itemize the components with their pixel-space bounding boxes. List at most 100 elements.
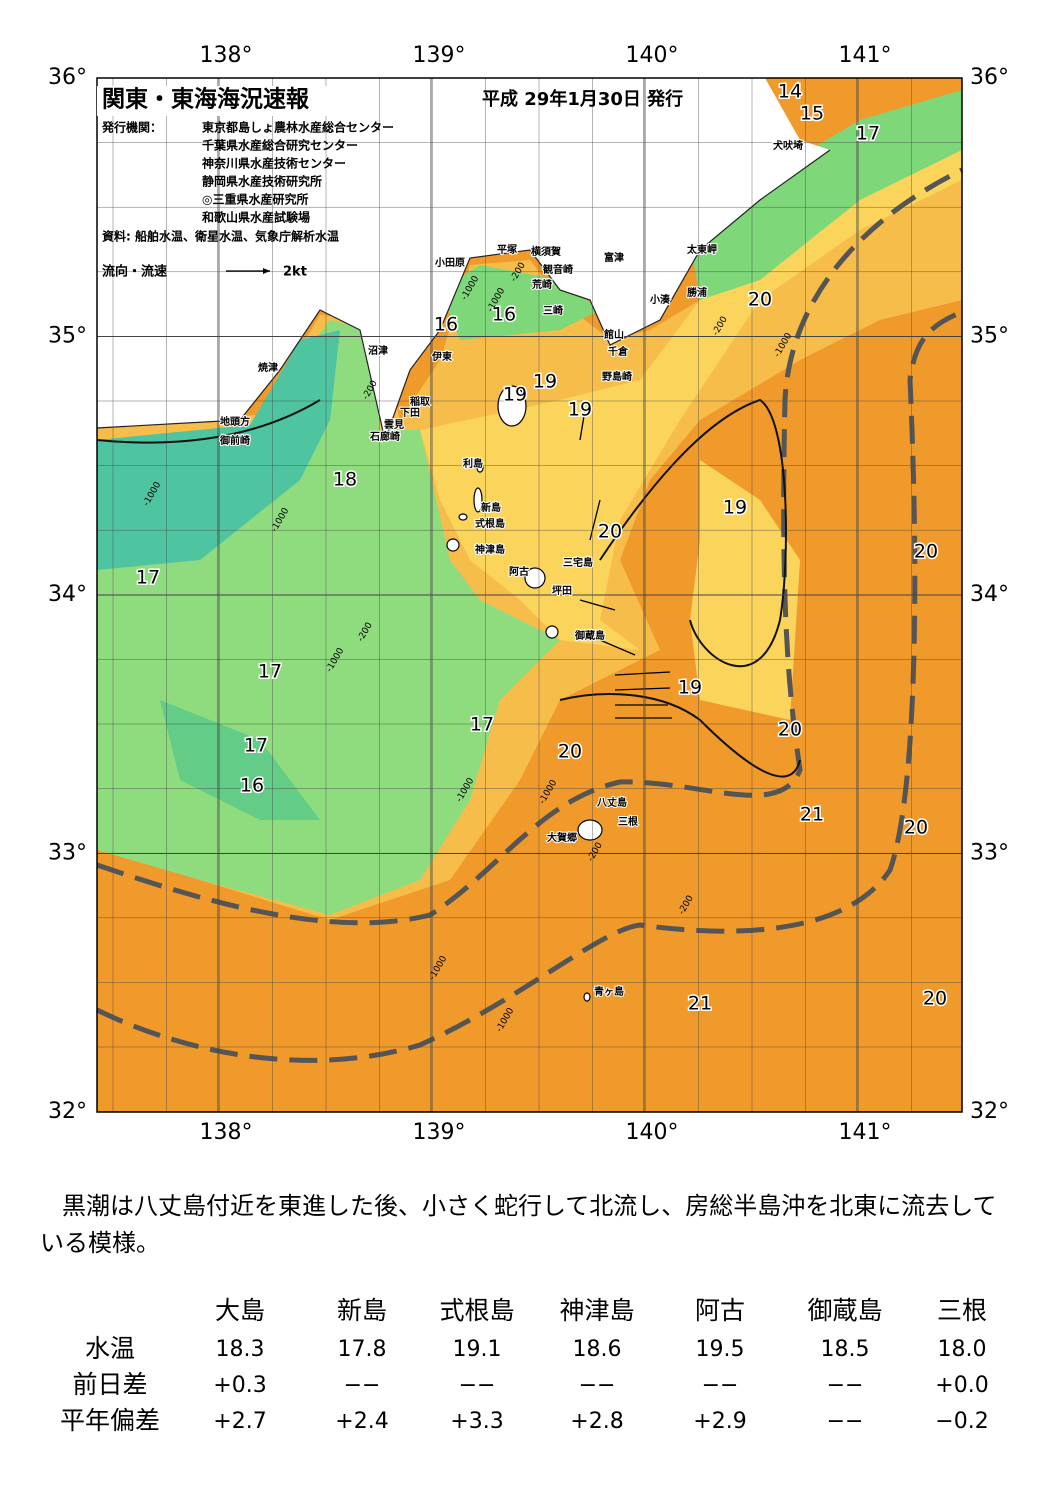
cell: +3.3 xyxy=(450,1409,503,1434)
cell: +2.9 xyxy=(693,1409,746,1434)
place-name: 伊東 xyxy=(431,350,452,363)
temperature-label: 17 xyxy=(470,714,494,736)
place-name: 三根 xyxy=(618,815,638,828)
island xyxy=(497,385,527,427)
isotherms xyxy=(96,398,801,778)
lon-label: 141° xyxy=(839,43,892,68)
issue-date: 平成 29年1月30日 発行 xyxy=(482,88,683,110)
column-header: 神津島 xyxy=(559,1296,634,1325)
lon-label: 139° xyxy=(413,1120,466,1145)
place-name: 千倉 xyxy=(608,345,629,358)
current-arrow xyxy=(579,599,616,611)
temperature-label: 15 xyxy=(800,103,824,125)
lat-label: 33° xyxy=(970,841,1009,866)
place-name: 小田原 xyxy=(434,256,465,269)
current-arrow xyxy=(614,687,671,691)
temperature-label: 20 xyxy=(904,817,928,839)
row-label: 前日差 xyxy=(72,1370,147,1399)
place-name: 平塚 xyxy=(497,243,517,256)
place-name: 青ヶ島 xyxy=(594,985,624,998)
cell: −0.2 xyxy=(935,1409,988,1434)
cell: +0.0 xyxy=(935,1373,988,1398)
cell: −− xyxy=(344,1373,381,1398)
issuer: 千葉県水産総合研究センター xyxy=(202,138,358,153)
title: 関東・東海海況速報 xyxy=(102,86,310,113)
place-name: 雲見 xyxy=(384,419,404,431)
lat-label: 32° xyxy=(48,1099,87,1124)
temperature-label: 21 xyxy=(688,993,712,1015)
issuer: 和歌山県水産試験場 xyxy=(201,210,310,225)
temperature-label: 21 xyxy=(800,804,824,826)
temperature-label: 19 xyxy=(503,384,527,406)
lat-label: 33° xyxy=(48,841,87,866)
issuer: 静岡県水産技術研究所 xyxy=(202,174,322,189)
sea-cold xyxy=(160,700,320,820)
place-name: 太東岬 xyxy=(686,243,717,256)
place-name: 坪田 xyxy=(552,584,572,597)
cell: 18.6 xyxy=(573,1337,622,1362)
issuer: ◎三重県水産研究所 xyxy=(202,192,308,207)
island xyxy=(446,538,460,552)
temperature-label: 20 xyxy=(748,289,772,311)
lat-label: 35° xyxy=(48,324,87,349)
current-arrow xyxy=(599,639,636,656)
lon-label: 141° xyxy=(839,1120,892,1145)
temperature-label: 16 xyxy=(240,775,264,797)
cell: −− xyxy=(579,1373,616,1398)
isotherm xyxy=(96,399,321,444)
island xyxy=(524,567,546,589)
cell: +2.7 xyxy=(213,1409,266,1434)
place-name: 小湊 xyxy=(649,293,671,306)
map-frame xyxy=(96,77,963,1113)
column-header: 式根島 xyxy=(439,1296,514,1325)
column-header: 御蔵島 xyxy=(807,1296,882,1325)
source: 資料: 船舶水温、衛星水温、気象庁解析水温 xyxy=(102,229,339,244)
temperature-label: 19 xyxy=(723,497,747,519)
kuroshio-line xyxy=(95,309,963,1063)
temperature-label: 19 xyxy=(568,399,592,421)
legend-arrowhead xyxy=(263,268,270,274)
land xyxy=(97,78,830,440)
isotherm xyxy=(599,398,787,668)
isotherm xyxy=(559,693,801,778)
sea-yellow xyxy=(420,100,962,650)
place-name: 荒崎 xyxy=(531,278,552,291)
issuer: 東京都島しょ農林水産総合センター xyxy=(202,120,394,135)
cell: +0.3 xyxy=(213,1373,266,1398)
cell: −− xyxy=(827,1373,864,1398)
place-name: 焼津 xyxy=(258,361,278,374)
temperature-label: 19 xyxy=(678,677,702,699)
cell: +2.4 xyxy=(335,1409,388,1434)
issuer-label: 発行機関： xyxy=(101,120,162,135)
place-name: 新島 xyxy=(481,501,501,514)
cell: 19.1 xyxy=(453,1337,502,1362)
islands xyxy=(446,385,603,1002)
temperature-label: 20 xyxy=(923,988,947,1010)
temperature-label: 17 xyxy=(244,735,268,757)
current-arrow xyxy=(579,409,586,441)
sea-yellow xyxy=(690,460,800,720)
place-name: 下田 xyxy=(400,407,420,419)
cell: −− xyxy=(702,1373,739,1398)
lon-label: 140° xyxy=(626,1120,679,1145)
map-area xyxy=(95,77,964,1113)
temperature-label: 20 xyxy=(914,541,938,563)
lat-label: 34° xyxy=(970,582,1009,607)
place-name: 稲取 xyxy=(410,395,431,408)
place-name: 横須賀 xyxy=(531,245,561,258)
place-name: 地頭方 xyxy=(220,415,250,428)
lat-label: 36° xyxy=(48,65,87,90)
lon-label: 138° xyxy=(200,43,253,68)
row-label: 水温 xyxy=(85,1334,135,1363)
lat-label: 34° xyxy=(48,582,87,607)
temperature-label: 20 xyxy=(598,521,622,543)
place-name: 観音崎 xyxy=(543,263,573,276)
place-name: 利島 xyxy=(463,457,483,470)
cell: 18.0 xyxy=(938,1337,987,1362)
temperature-label: 17 xyxy=(136,567,160,589)
temperature-label: 18 xyxy=(333,469,357,491)
temperature-label: 16 xyxy=(434,314,458,336)
place-name: 八丈島 xyxy=(596,796,627,809)
place-name: 式根島 xyxy=(475,517,505,530)
